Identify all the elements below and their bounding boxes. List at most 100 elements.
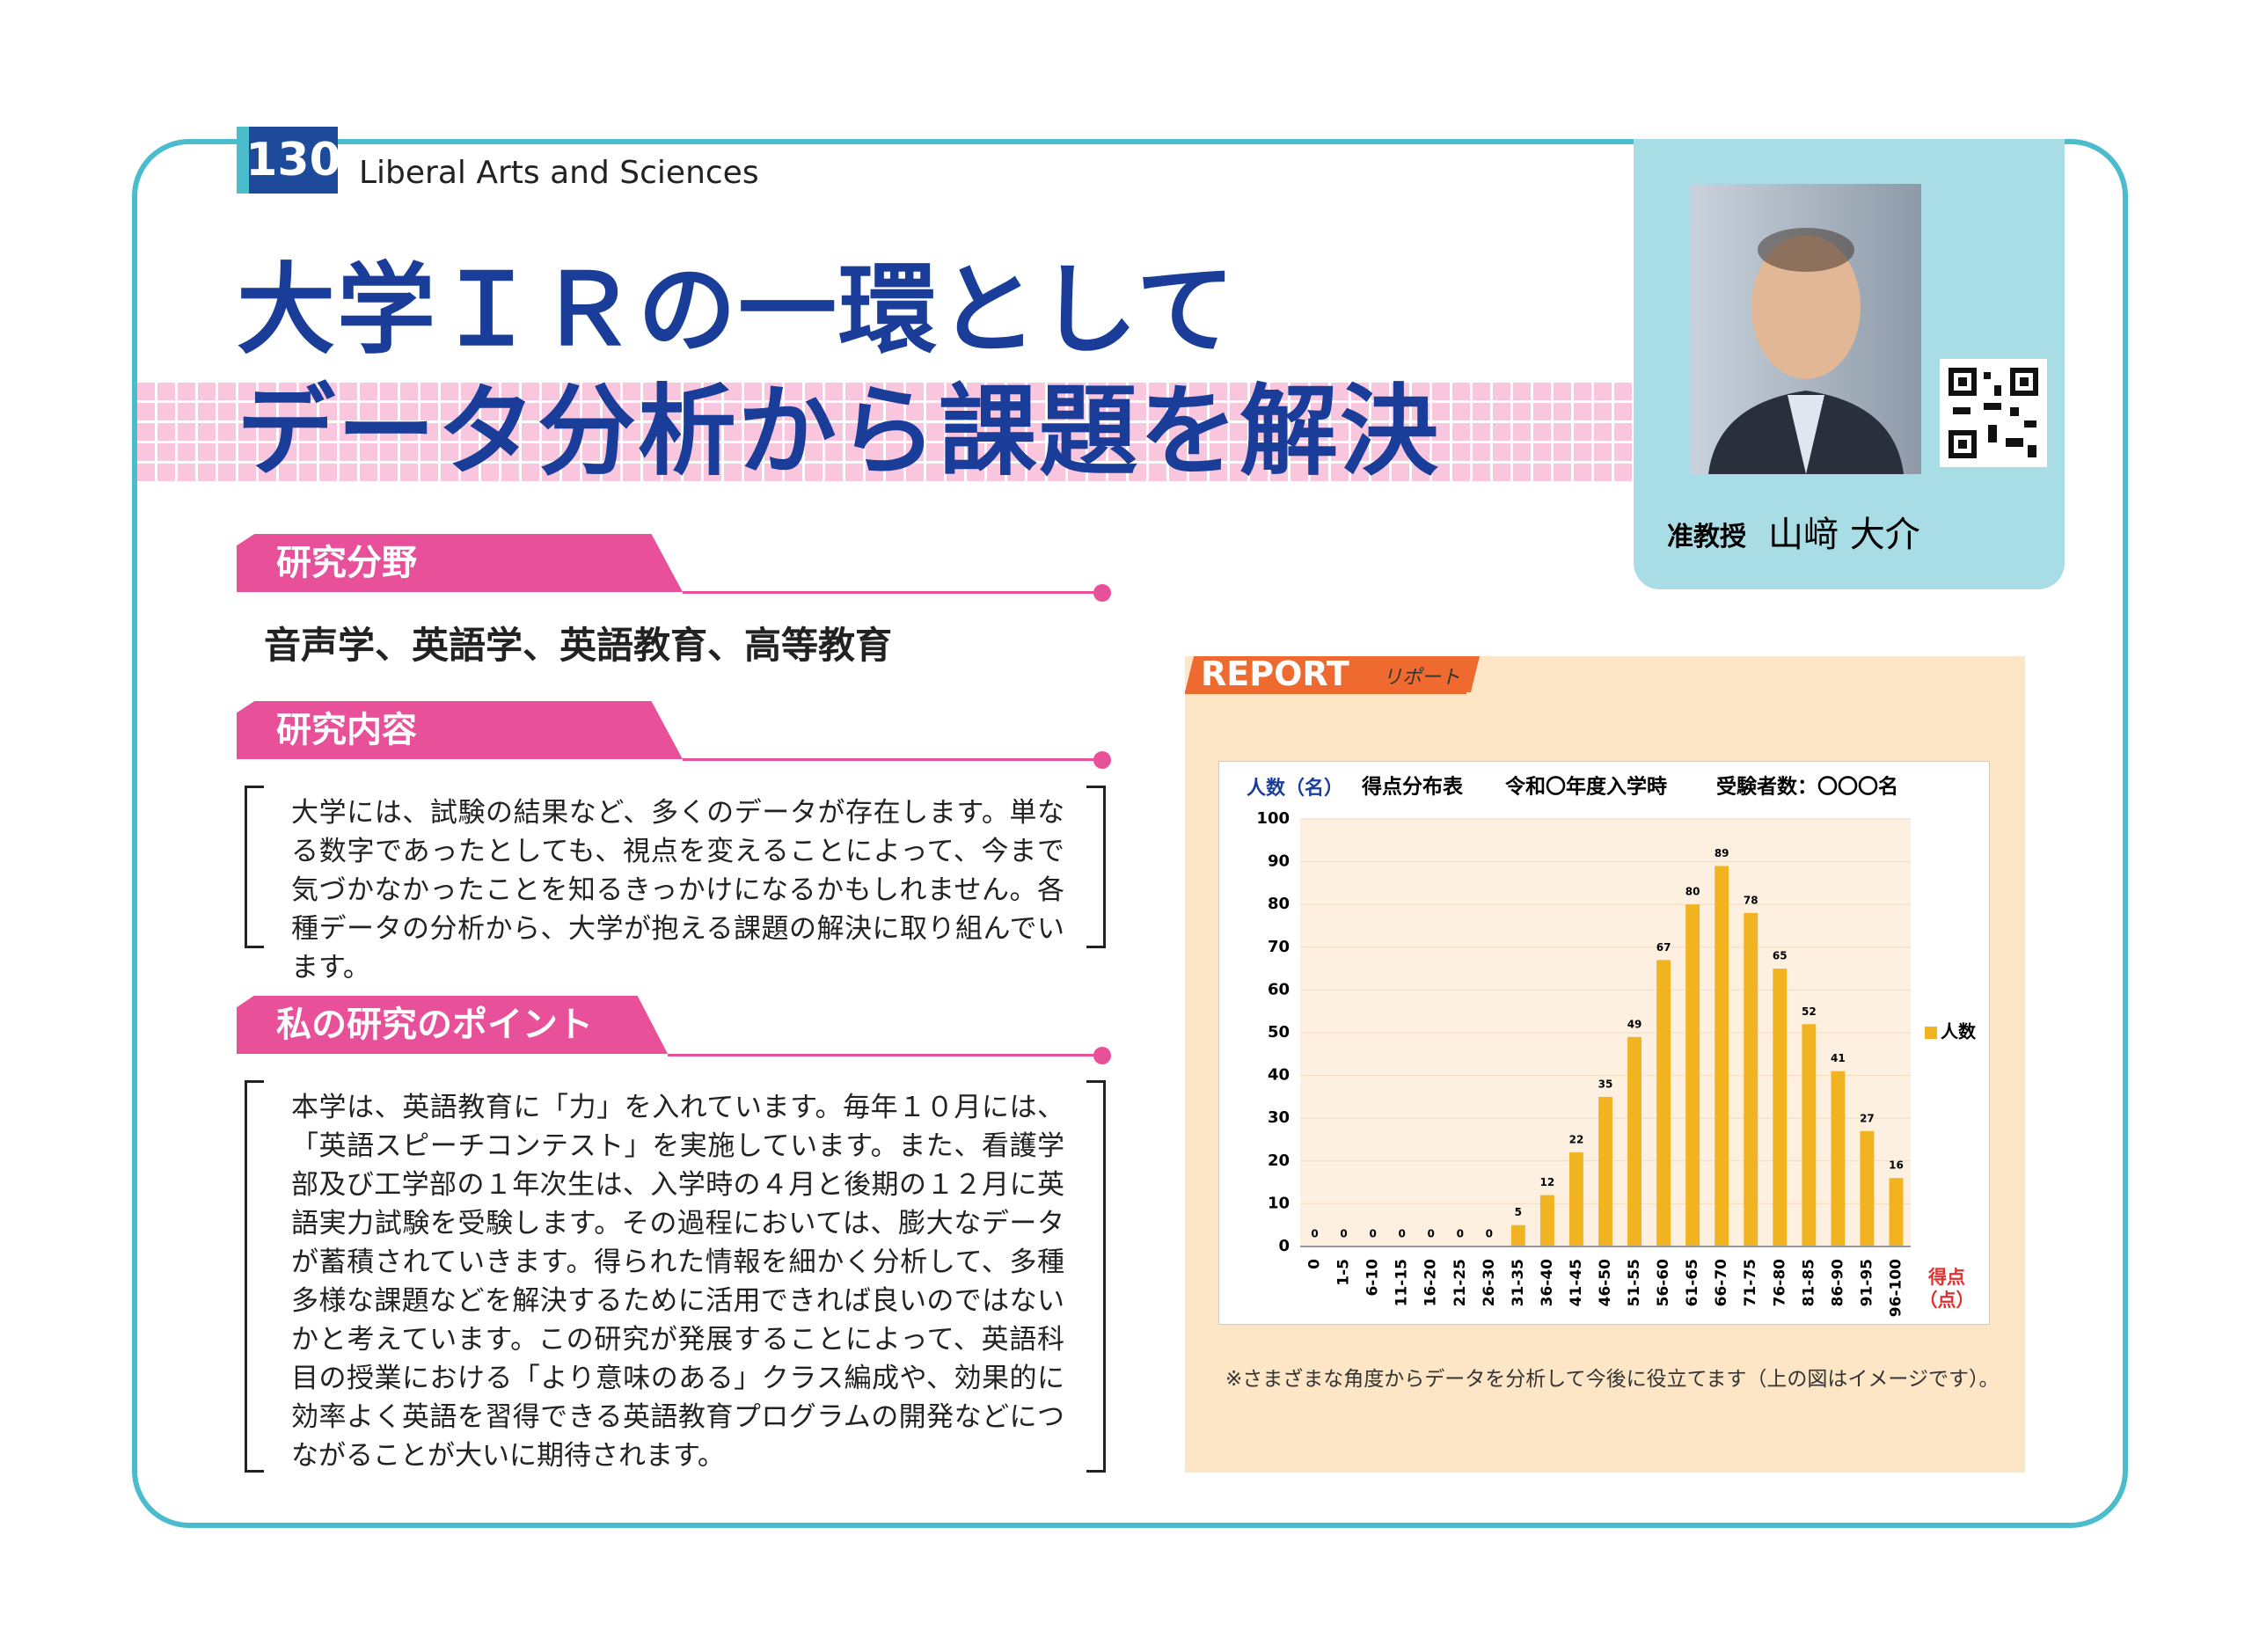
- title-line: データ分析から課題を解決: [237, 375, 1440, 489]
- department: Liberal Arts and Sciences: [359, 155, 759, 191]
- legend-swatch: [1925, 1027, 1937, 1039]
- data-label: 41: [1831, 1052, 1846, 1064]
- section-heading: 研究内容: [237, 701, 683, 759]
- x-axis-label-line: （点）: [1919, 1290, 1975, 1311]
- chart-title: 得点分布表: [1361, 775, 1464, 799]
- bar: [1744, 912, 1758, 1246]
- y-tick-label: 80: [1268, 895, 1290, 913]
- data-label: 52: [1802, 1005, 1817, 1018]
- dot: [1093, 584, 1111, 602]
- x-tick-label: 11-15: [1393, 1259, 1411, 1306]
- data-label: 78: [1744, 894, 1758, 906]
- dot: [1093, 751, 1111, 769]
- y-tick-label: 30: [1268, 1108, 1290, 1127]
- title-band: [137, 381, 1633, 481]
- y-tick-label: 60: [1268, 980, 1290, 998]
- data-label: 0: [1486, 1228, 1493, 1240]
- dot: [1093, 1047, 1111, 1064]
- x-tick-label: 41-45: [1568, 1259, 1585, 1306]
- data-label: 0: [1457, 1228, 1464, 1240]
- report-sublabel: リポート: [1383, 667, 1461, 689]
- caption: ※さまざまな角度からデータを分析して今後に役立てます（上の図はイメージです）。: [1225, 1368, 2000, 1391]
- section-body: 大学には、試験の結果など、多くのデータが存在します。単なる数字であったとしても、…: [245, 786, 1106, 983]
- y-axis-label: 人数（名）: [1247, 777, 1343, 800]
- x-tick-label: 36-40: [1539, 1259, 1556, 1307]
- data-label: 80: [1685, 886, 1700, 898]
- bar: [1802, 1024, 1817, 1246]
- x-tick-label: 66-70: [1713, 1259, 1730, 1307]
- data-label: 0: [1369, 1228, 1376, 1240]
- x-tick-label: 91-95: [1858, 1259, 1875, 1306]
- y-tick-label: 40: [1268, 1066, 1290, 1085]
- x-tick-label: 51-55: [1626, 1259, 1643, 1306]
- x-tick-label: 76-80: [1771, 1259, 1788, 1307]
- photo: [1691, 184, 1921, 474]
- report-label: REPORT: [1185, 656, 1480, 692]
- x-tick-label: 86-90: [1829, 1259, 1846, 1307]
- y-tick-label: 90: [1268, 852, 1290, 871]
- title-line: 大学ＩＲの一環として: [237, 253, 1237, 368]
- bar: [1539, 1195, 1554, 1246]
- y-tick-label: 50: [1268, 1023, 1290, 1042]
- bar: [1831, 1071, 1846, 1246]
- chart: 人数（名） 得点分布表 令和〇年度入学時 受験者数：〇〇〇名 0 10 20 30 40…: [1218, 761, 1990, 1325]
- data-label: 89: [1715, 847, 1729, 859]
- bar: [1860, 1130, 1875, 1246]
- y-tick-label: 100: [1256, 809, 1290, 828]
- x-tick-label: 71-75: [1742, 1259, 1759, 1306]
- data-label: 65: [1773, 950, 1788, 962]
- bar: [1773, 969, 1788, 1246]
- data-label: 35: [1598, 1078, 1613, 1090]
- data-label: 67: [1656, 941, 1671, 954]
- x-tick-label: 96-100: [1887, 1259, 1905, 1317]
- page-number: 130: [237, 127, 341, 194]
- y-tick-label: 0: [1278, 1237, 1290, 1255]
- data-label: 0: [1340, 1228, 1347, 1240]
- section-body: 音声学、英語学、英語教育、高等教育: [264, 624, 893, 667]
- rule: [668, 1054, 1096, 1056]
- rule: [1185, 691, 1466, 694]
- data-label: 12: [1540, 1176, 1555, 1188]
- bar: [1685, 904, 1700, 1246]
- x-axis-label: 得点（点）: [1919, 1267, 1975, 1311]
- x-tick-label: 16-20: [1422, 1259, 1440, 1307]
- bar: [1598, 1096, 1612, 1246]
- legend-label: 人数: [1941, 1021, 1977, 1042]
- bar: [1889, 1178, 1904, 1246]
- x-tick-label: 31-35: [1510, 1259, 1527, 1306]
- x-tick-label: 81-85: [1800, 1259, 1817, 1306]
- bar: [1510, 1224, 1525, 1246]
- data-label: 0: [1428, 1228, 1435, 1240]
- data-label: 49: [1627, 1018, 1642, 1030]
- y-tick-label: 20: [1268, 1151, 1290, 1170]
- chart-subtitle: 令和〇年度入学時: [1505, 775, 1667, 799]
- data-label: 0: [1398, 1228, 1405, 1240]
- rule: [683, 591, 1096, 594]
- x-tick-label: 46-50: [1597, 1259, 1614, 1307]
- role: 准教授: [1667, 522, 1746, 552]
- bar: [1627, 1036, 1641, 1246]
- data-label: 27: [1860, 1112, 1875, 1124]
- x-tick-label: 6-10: [1364, 1259, 1382, 1297]
- name: 山﨑 大介: [1768, 515, 1920, 555]
- x-tick-label: 0: [1306, 1259, 1324, 1269]
- section-heading: 私の研究のポイント: [237, 996, 668, 1054]
- chart-note: 受験者数：〇〇〇名: [1716, 775, 1898, 799]
- data-label: 5: [1515, 1206, 1522, 1218]
- bar: [1715, 866, 1729, 1246]
- x-tick-label: 56-60: [1655, 1259, 1672, 1307]
- x-tick-label: 1-5: [1335, 1259, 1353, 1286]
- bar: [1656, 960, 1671, 1246]
- rule: [683, 758, 1096, 761]
- data-label: 22: [1569, 1134, 1584, 1146]
- x-tick-label: 26-30: [1481, 1259, 1498, 1307]
- x-tick-label: 21-25: [1451, 1259, 1469, 1306]
- x-axis-label-line: 得点: [1927, 1267, 1965, 1288]
- section-heading: 研究分野: [237, 534, 683, 592]
- data-label: 0: [1311, 1228, 1318, 1240]
- bar: [1569, 1152, 1583, 1246]
- data-label: 16: [1889, 1159, 1904, 1172]
- y-tick-label: 10: [1268, 1194, 1290, 1212]
- frame: [132, 139, 2128, 1528]
